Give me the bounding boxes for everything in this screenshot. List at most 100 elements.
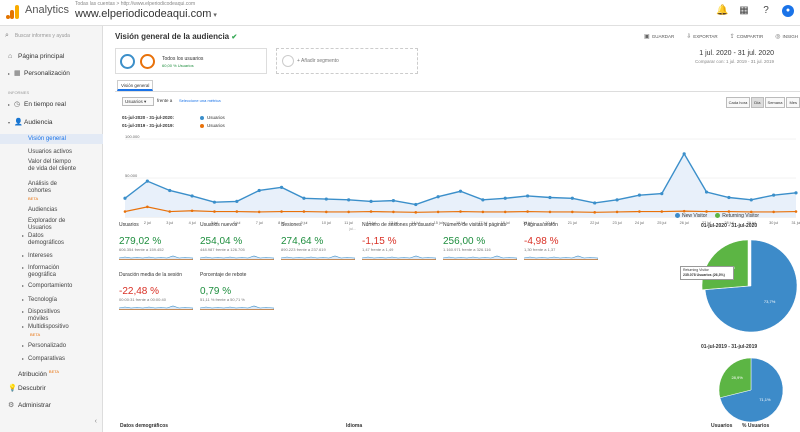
sidebar-item-label: móviles: [28, 316, 49, 322]
account-breadcrumb[interactable]: Todas las cuentas > http://www.elperiodi…: [75, 1, 196, 7]
metric-select-value: Usuarios: [125, 99, 143, 104]
pie-slice-returning-visitor[interactable]: [718, 357, 752, 399]
sidebar-item-attribution[interactable]: Atribución BETA: [0, 366, 103, 378]
page-title: Visión general de la audiencia ✔: [115, 32, 237, 41]
pct-users-header[interactable]: % Usuarios: [742, 423, 770, 429]
sidebar-item-label: geográfica: [28, 272, 57, 278]
export-button[interactable]: ⇩ EXPORTAR: [686, 33, 717, 40]
sidebar-item-behavior[interactable]: ▸ Comportamiento: [22, 282, 96, 290]
top-icons: 🔔 ▦ ? ●: [716, 5, 794, 17]
sidebar-item-audience[interactable]: ▾ 👤Audiencia: [0, 117, 103, 129]
segment-all-users[interactable]: Todos los usuarios 60,00 % Usuarios: [115, 48, 267, 74]
kpi-card[interactable]: Duración media de la sesión -22,48 % 00:00…: [119, 272, 197, 317]
week-button[interactable]: Semana: [764, 97, 786, 108]
kpi-card[interactable]: Usuarios 279,02 % 606.354 frente a 159.452: [119, 222, 197, 267]
sidebar-item-active-users[interactable]: Usuarios activos: [28, 149, 73, 155]
sidebar-item-lifetime-value[interactable]: Valor del tiempo de vida del cliente: [28, 159, 102, 173]
series-area: [125, 153, 796, 217]
sidebar-item-cohort-analysis[interactable]: Análisis de cohortes BETA: [28, 181, 102, 202]
sidebar-item-technology[interactable]: ▸ Tecnología: [22, 296, 96, 304]
export-label: EXPORTAR: [693, 34, 718, 39]
users-header[interactable]: Usuarios: [711, 423, 733, 429]
x-tick-label: 27 jul: [702, 221, 711, 225]
bell-icon[interactable]: 🔔: [716, 5, 729, 16]
kpi-card[interactable]: Número de sesiones por usuario -1,15 % 1,4…: [362, 222, 440, 267]
users-line-chart[interactable]: 100.000 50.000... 2 jul 3 jul 4 jul 5 jul 6 ju…: [103, 131, 800, 241]
clock-icon: ◷: [14, 101, 21, 108]
pie-slice-new-visitor[interactable]: [719, 357, 784, 422]
tab-divider: [115, 91, 800, 92]
visitor-type-pie-chart[interactable]: 73,7%26,3%: [677, 231, 800, 341]
sidebar-item-label: Usuarios: [28, 225, 52, 231]
data-point-previous: [146, 205, 149, 209]
sidebar-item-custom[interactable]: ▸ Personalizado: [22, 342, 96, 350]
kpi-card[interactable]: Sesiones 274,64 % 890.223 frente a 237.619: [281, 222, 359, 267]
date-range-picker[interactable]: 1 jul. 2020 - 31 jul. 2020 Comparar con:…: [695, 50, 774, 64]
sidebar-item-audiences[interactable]: Audiencias: [28, 207, 58, 213]
metric-select[interactable]: Usuarios ▾: [122, 97, 154, 106]
pie-label-new-visitor[interactable]: 73,7%: [764, 299, 776, 304]
apps-grid-icon[interactable]: ▦: [739, 5, 749, 16]
sidebar-item-label: cohortes: [28, 188, 52, 194]
kpi-label: Páginas/sesión: [524, 222, 558, 228]
sidebar-item-label: Multidispositivo: [28, 324, 69, 330]
kpi-card[interactable]: Páginas/sesión -4,98 % 1,30 frente a 1,37: [524, 222, 602, 267]
sidebar-item-demographics[interactable]: ▸ Datos demográficos: [22, 232, 96, 247]
analytics-logo-icon[interactable]: [5, 4, 21, 20]
search-input[interactable]: ⌕ Buscar informes y ayuda: [5, 32, 100, 43]
share-button[interactable]: ⇪ COMPARTIR: [730, 33, 764, 40]
save-button[interactable]: ▣ GUARDAR: [644, 33, 674, 40]
x-tick-label: 29 jul: [747, 221, 756, 225]
sidebar-item-mobile[interactable]: ▸ Dispositivos móviles: [22, 308, 96, 323]
language-header[interactable]: Idioma: [346, 423, 363, 429]
sidebar-item-admin[interactable]: ⚙ Administrar: [0, 400, 103, 412]
data-point-current: [369, 199, 373, 203]
kpi-sparkline: [119, 305, 193, 310]
kpi-card[interactable]: Porcentaje de rebote 0,79 % 51,11 % frente…: [200, 272, 278, 317]
add-segment-button[interactable]: + Añadir segmento: [276, 48, 418, 74]
sidebar-item-customization[interactable]: ▸ ▦ Personalización: [0, 68, 103, 80]
save-icon: ▣: [644, 34, 650, 40]
sidebar-item-user-explorer[interactable]: Explorador de Usuarios: [28, 218, 102, 232]
collapse-sidebar-icon[interactable]: ‹: [94, 418, 97, 425]
kpi-card[interactable]: Número de visitas a páginas 256,00 % 1.160…: [443, 222, 521, 267]
data-point-previous: [123, 210, 127, 213]
sidebar-item-discover[interactable]: 💡Descubrir: [0, 383, 103, 395]
sidebar-item-benchmarking[interactable]: ▸ Comparativas: [22, 355, 96, 363]
month-button[interactable]: Mes: [786, 97, 800, 108]
property-selector[interactable]: www.elperiodicodeaqui.com ▾: [75, 8, 217, 20]
account-avatar-icon[interactable]: ●: [782, 5, 794, 17]
x-tick-label: 21 jul: [568, 221, 577, 225]
data-point-previous: [794, 210, 798, 213]
search-placeholder: Buscar informes y ayuda: [14, 33, 70, 39]
visitor-type-pie-chart[interactable]: 71,1% 28,9%: [677, 352, 800, 422]
sidebar-item-overview[interactable]: Visión general: [0, 134, 103, 144]
day-button[interactable]: Día: [751, 97, 764, 108]
pie-slice-new-visitor[interactable]: [704, 239, 798, 333]
x-axis-note: jul...: [348, 227, 355, 231]
sidebar-item-cross-device[interactable]: ▸ Multidispositivo BETA: [22, 323, 96, 338]
help-icon[interactable]: ?: [763, 5, 769, 16]
tab-overview[interactable]: Visión general: [117, 80, 154, 91]
add-segment-label: + Añadir segmento: [297, 58, 339, 64]
data-point-previous: [280, 210, 283, 213]
sidebar-item-realtime[interactable]: ▸ ◷ En tiempo real: [0, 99, 103, 111]
select-metric-link[interactable]: Seleccione una métrica: [179, 98, 221, 103]
x-tick-label: 22 jul: [590, 221, 599, 225]
sidebar-item-home[interactable]: ⌂ Página principal: [0, 51, 103, 63]
sidebar-item-label: Análisis de: [28, 181, 58, 187]
data-point-previous: [593, 211, 596, 214]
hourly-button[interactable]: Cada hora: [725, 97, 751, 108]
pie-label-returning-visitor[interactable]: 28,9%: [731, 375, 743, 380]
data-point-current: [324, 197, 328, 201]
sidebar-item-geo[interactable]: ▸ Información geográfica: [22, 264, 96, 279]
tooltip-value: 235.078 Usuarios (26,3%): [683, 273, 725, 277]
kpi-card[interactable]: Usuarios nuevos 254,04 % 448.987 frente a …: [200, 222, 278, 267]
kpi-value: 279,02 %: [119, 236, 162, 247]
pie-label-new-visitor[interactable]: 71,1%: [759, 397, 771, 402]
x-tick-label: 4 jul: [189, 221, 196, 225]
property-name: www.elperiodicodeaqui.com: [75, 8, 212, 20]
pie-tooltip: Returning Visitor 235.078 Usuarios (26,3…: [680, 266, 734, 280]
sidebar-item-interests[interactable]: ▸ Intereses: [22, 252, 96, 260]
insights-button[interactable]: ◎ INSIGH: [775, 33, 798, 40]
